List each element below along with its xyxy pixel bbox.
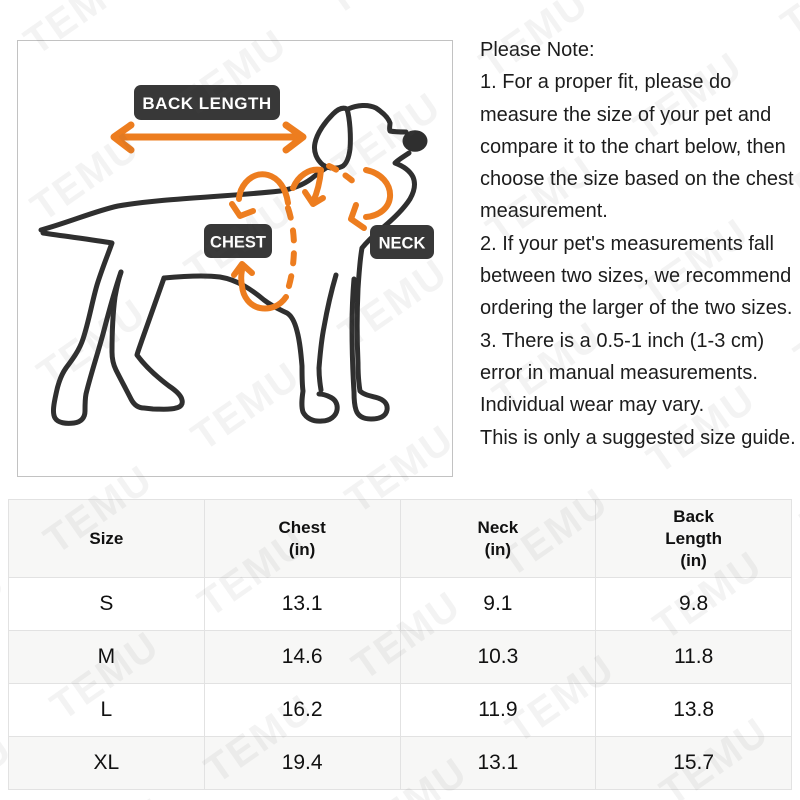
svg-text:BACK LENGTH: BACK LENGTH — [142, 94, 271, 113]
svg-text:NECK: NECK — [379, 235, 426, 253]
svg-text:CHEST: CHEST — [210, 234, 266, 252]
